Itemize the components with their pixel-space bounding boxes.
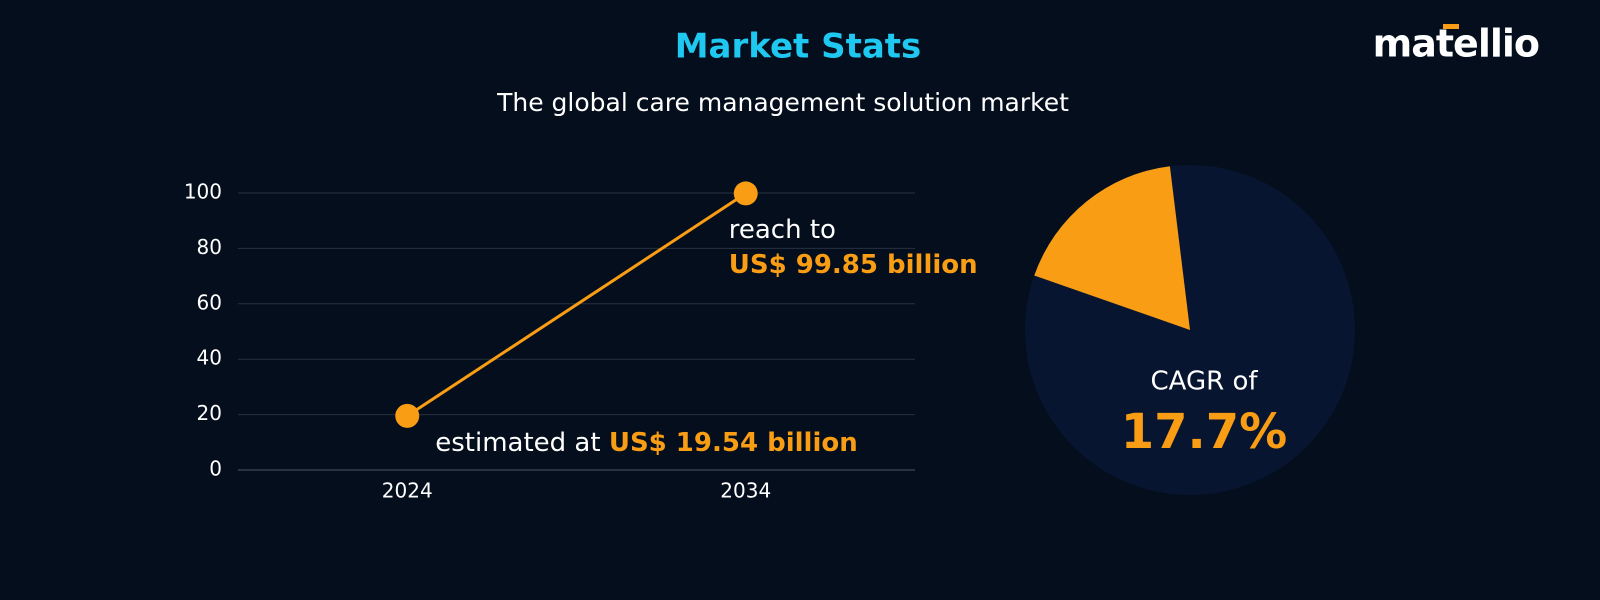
point xyxy=(733,181,758,206)
x-tick-label: 2034 xyxy=(720,479,771,503)
y-tick-label: 80 xyxy=(197,235,222,259)
pie-annotation: CAGR of xyxy=(1150,367,1258,397)
title: Market Stats xyxy=(675,27,922,67)
value-label: US$ 99.85 billion xyxy=(729,250,978,280)
pie-slice xyxy=(1034,166,1190,330)
y-tick-label: 100 xyxy=(184,180,222,204)
annotation-text: reach to xyxy=(729,215,836,245)
y-tick-label: 60 xyxy=(197,290,222,314)
subtitle: The global care management solution mark… xyxy=(496,88,1069,117)
y-tick-label: 0 xyxy=(209,457,222,481)
annotation: estimated at US$ 19.54 billion xyxy=(435,427,857,457)
y-tick-label: 40 xyxy=(197,346,222,370)
point xyxy=(395,403,420,428)
annotation-text: estimated at xyxy=(435,427,600,457)
pie-value-label: 17.7% xyxy=(1121,404,1288,460)
x-tick-label: 2024 xyxy=(382,479,433,503)
value-label: US$ 19.54 billion xyxy=(609,427,858,457)
y-tick-label: 20 xyxy=(197,401,222,425)
line xyxy=(406,192,747,418)
logo: matellio xyxy=(1373,22,1539,66)
logo-accent xyxy=(1443,24,1459,29)
